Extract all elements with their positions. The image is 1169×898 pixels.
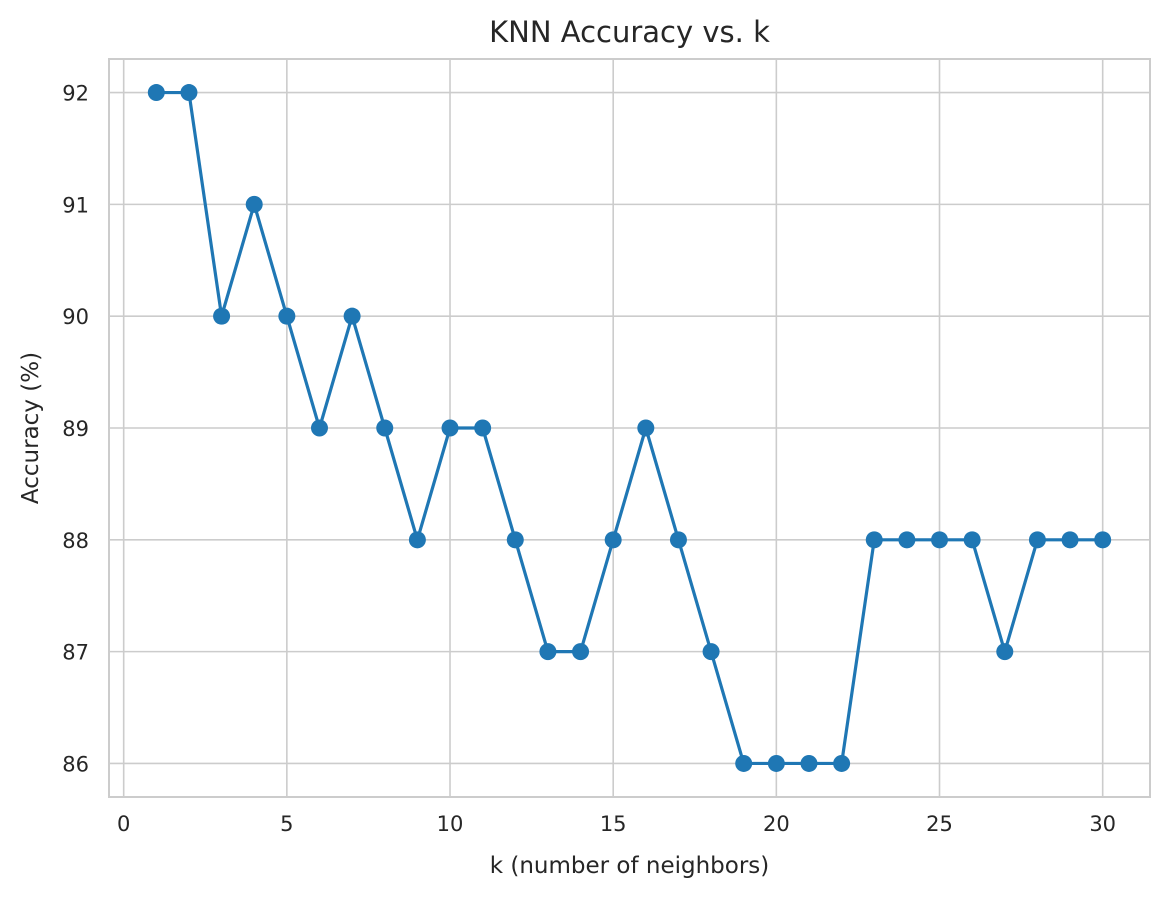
y-tick-label: 87	[62, 641, 89, 665]
data-point	[865, 531, 883, 549]
x-tick-label: 15	[600, 812, 627, 836]
data-point	[963, 531, 981, 549]
data-point	[474, 419, 492, 437]
data-point	[800, 754, 818, 772]
x-tick-label: 30	[1089, 812, 1116, 836]
data-point	[506, 531, 524, 549]
data-point	[767, 754, 785, 772]
data-point	[408, 531, 426, 549]
data-point	[180, 84, 198, 102]
data-point	[278, 307, 296, 325]
y-tick-label: 86	[62, 752, 89, 776]
x-tick-label: 25	[926, 812, 953, 836]
y-tick-label: 88	[62, 529, 89, 553]
x-tick-label: 10	[437, 812, 464, 836]
data-point	[735, 754, 753, 772]
data-point	[343, 307, 361, 325]
y-tick-label: 92	[62, 82, 89, 106]
data-point	[572, 643, 590, 661]
data-point	[833, 754, 851, 772]
data-point	[669, 531, 687, 549]
x-tick-label: 20	[763, 812, 790, 836]
data-point	[1094, 531, 1112, 549]
data-point	[1061, 531, 1079, 549]
data-point	[898, 531, 916, 549]
x-tick-label: 5	[280, 812, 293, 836]
y-tick-label: 90	[62, 305, 89, 329]
data-point	[310, 419, 328, 437]
data-point	[376, 419, 394, 437]
x-axis-label: k (number of neighbors)	[490, 853, 770, 879]
y-tick-label: 89	[62, 417, 89, 441]
data-point	[539, 643, 557, 661]
data-point	[147, 84, 165, 102]
data-point	[441, 419, 459, 437]
y-axis-label: Accuracy (%)	[18, 352, 44, 504]
data-point	[702, 643, 720, 661]
data-point	[245, 195, 263, 213]
data-point	[213, 307, 231, 325]
y-axis-ticks: 86 87 88 89 90 91 92	[62, 82, 89, 777]
series-accuracy	[147, 84, 1112, 772]
chart-title: KNN Accuracy vs. k	[489, 15, 770, 49]
data-point	[931, 531, 949, 549]
data-point	[1028, 531, 1046, 549]
x-tick-label: 0	[117, 812, 130, 836]
data-point	[996, 643, 1014, 661]
data-point	[604, 531, 622, 549]
plot-area-frame	[108, 58, 1151, 798]
y-tick-label: 91	[62, 193, 89, 217]
data-point	[637, 419, 655, 437]
x-axis-ticks: 0 5 10 15 20 25 30	[117, 812, 1116, 836]
